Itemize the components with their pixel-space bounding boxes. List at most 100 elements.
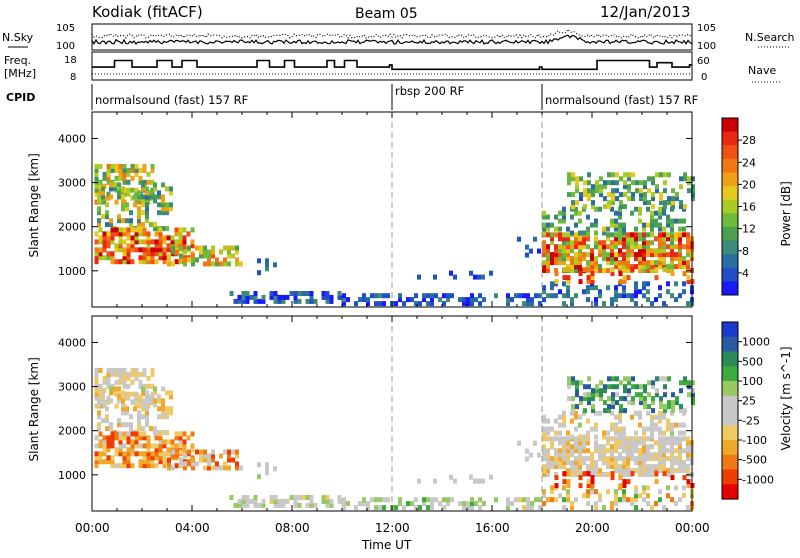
power-panel-cell: [570, 248, 574, 254]
power-panel-cell: [610, 218, 614, 224]
power-panel-cell: [231, 253, 235, 259]
velocity-panel-cell: [522, 497, 526, 503]
power-panel-cell: [130, 227, 135, 233]
power-panel-cell: [599, 192, 603, 198]
velocity-panel-cell: [433, 478, 437, 484]
velocity-panel-cell: [594, 444, 598, 450]
velocity-panel-cell: [582, 460, 586, 466]
velocity-panel-cell: [414, 497, 418, 503]
velocity-panel-cell: [145, 394, 149, 400]
velocity-panel-cell: [265, 466, 269, 472]
power-panel-cell: [241, 291, 246, 296]
noise-tick-left-bottom: 100: [56, 41, 75, 52]
velocity-panel-cell: [675, 400, 679, 406]
velocity-panel-cell: [118, 435, 123, 441]
power-panel-cell: [570, 256, 574, 262]
power-panel-cell: [122, 167, 127, 173]
velocity-panel-cell: [642, 426, 646, 432]
velocity-panel-cell: [554, 472, 558, 477]
power-panel-cell: [477, 274, 481, 280]
velocity-panel-cell: [199, 449, 203, 455]
velocity-panel-cell: [562, 452, 566, 458]
velocity-panel-cell: [635, 384, 639, 390]
power-panel-cell: [337, 294, 342, 300]
power-panel-cell: [566, 267, 571, 273]
power-panel-cell: [118, 163, 123, 169]
power-panel-cell: [626, 260, 630, 266]
velocity-panel-cell: [157, 406, 161, 412]
velocity-panel-cell: [622, 434, 626, 440]
velocity-panel-cell: [125, 406, 129, 412]
power-panel-cell: [162, 247, 167, 253]
power-panel-cell: [651, 196, 655, 202]
power-panel-cell: [293, 291, 298, 296]
velocity-panel-cell: [153, 430, 157, 436]
power-panel-cell: [591, 192, 595, 198]
velocity-panel-cell: [166, 447, 171, 453]
velocity-panel-cell: [166, 439, 171, 445]
power-panel-cell: [610, 240, 614, 246]
power-panel-cell: [598, 248, 602, 254]
power-panel-cell: [211, 249, 215, 255]
velocity-panel-cell: [622, 440, 626, 446]
velocity-panel-cell: [426, 497, 430, 503]
power-panel-cell: [627, 188, 631, 194]
power-panel-cell: [670, 244, 674, 250]
power-panel-cell: [594, 222, 598, 228]
power-panel-cell: [570, 214, 574, 220]
velocity-panel-cell: [542, 414, 546, 420]
velocity-panel-cell: [602, 505, 606, 511]
velocity-panel-cell: [215, 461, 219, 467]
power-colorbar-tick-label: 4: [742, 267, 749, 280]
power-panel-cell: [614, 218, 618, 224]
velocity-panel-cell: [611, 392, 615, 398]
velocity-panel-cell: [113, 386, 117, 392]
velocity-panel-cell: [627, 388, 631, 394]
power-panel-cell: [94, 231, 99, 237]
power-panel-cell: [578, 279, 583, 285]
velocity-panel-cell: [446, 501, 450, 507]
velocity-panel-cell: [98, 367, 103, 373]
power-panel-cell: [614, 210, 618, 216]
velocity-panel-cell: [687, 392, 691, 398]
power-panel-cell: [658, 226, 662, 232]
velocity-panel-cell: [325, 502, 330, 508]
power-panel-cell: [566, 240, 570, 246]
power-panel-cell: [554, 279, 559, 285]
velocity-panel-cell: [586, 440, 590, 446]
power-panel-cell: [126, 191, 131, 197]
velocity-panel-cell: [590, 479, 595, 485]
velocity-panel-cell: [325, 498, 330, 504]
power-panel-cell: [643, 200, 647, 206]
power-panel-cell: [638, 218, 642, 224]
power-panel-cell: [658, 232, 662, 238]
power-panel-cell: [626, 252, 630, 258]
power-panel-cell: [562, 293, 566, 299]
velocity-panel-cell: [626, 456, 630, 462]
velocity-panel-cell: [590, 426, 594, 432]
power-panel-cell: [682, 281, 686, 287]
power-panel-cell: [109, 182, 113, 188]
velocity-panel-cell: [618, 456, 622, 462]
velocity-panel-cell: [554, 483, 559, 489]
velocity-panel-cell: [615, 400, 619, 406]
velocity-panel-cell: [642, 436, 646, 442]
velocity-panel-cell: [162, 459, 167, 465]
power-panel-cell: [114, 163, 119, 169]
power-panel-cell: [666, 281, 670, 287]
power-panel-cell: [670, 256, 674, 262]
power-panel-cell: [590, 264, 594, 270]
velocity-panel-cell: [261, 498, 266, 504]
velocity-panel-cell: [134, 443, 139, 449]
power-panel-cell: [566, 244, 570, 250]
power-panel-cell: [626, 244, 630, 250]
power-panel-cell: [626, 293, 630, 299]
power-panel-cell: [607, 200, 611, 206]
velocity-panel-cell: [182, 431, 187, 437]
power-panel-cell: [98, 227, 103, 233]
velocity-panel-cell: [506, 505, 510, 511]
velocity-colorbar-frame: [721, 321, 739, 500]
power-panel-cell: [386, 293, 390, 299]
power-panel-cell: [582, 240, 586, 246]
power-panel-cell: [114, 259, 119, 265]
